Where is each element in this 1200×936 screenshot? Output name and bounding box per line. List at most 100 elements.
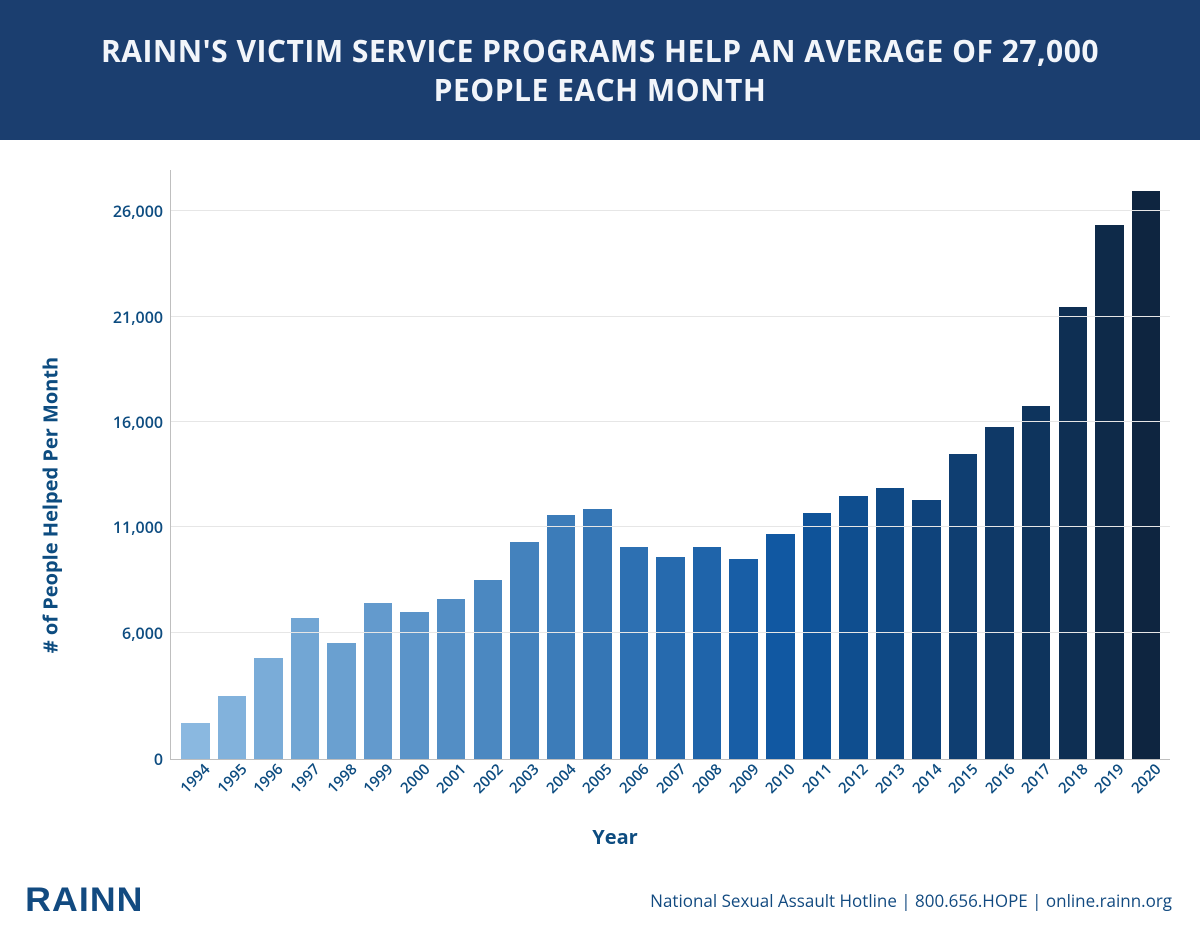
x-tick-label: 2015 <box>944 759 982 797</box>
bar-slot: 2020 <box>1128 170 1165 759</box>
bar <box>839 496 868 759</box>
y-axis-label: # of People Helped Per Month <box>37 357 64 653</box>
x-tick-label: 2004 <box>542 759 580 797</box>
x-tick-label: 1999 <box>359 759 397 797</box>
gridline <box>171 421 1170 422</box>
bar <box>912 500 941 759</box>
bar-slot: 2005 <box>579 170 616 759</box>
bar-slot: 2018 <box>1055 170 1092 759</box>
bar-slot: 2017 <box>1018 170 1055 759</box>
bar-slot: 2007 <box>652 170 689 759</box>
gridline <box>171 316 1170 317</box>
bar-slot: 1998 <box>323 170 360 759</box>
y-tick-label: 11,000 <box>113 516 163 538</box>
bar-slot: 2009 <box>725 170 762 759</box>
bar <box>693 547 722 759</box>
bar <box>766 534 795 759</box>
bar-slot: 2000 <box>396 170 433 759</box>
y-tick-label: 0 <box>154 748 163 770</box>
x-tick-label: 2017 <box>1017 759 1055 797</box>
footer: RAINN National Sexual Assault Hotline | … <box>0 872 1200 936</box>
chart-container: # of People Helped Per Month 19941995199… <box>60 170 1170 840</box>
bar <box>400 612 429 759</box>
x-tick-label: 2005 <box>578 759 616 797</box>
bar <box>327 643 356 759</box>
bar <box>656 557 685 759</box>
y-tick-label: 21,000 <box>113 306 163 328</box>
bar <box>364 603 393 759</box>
x-tick-label: 1995 <box>213 759 251 797</box>
bar <box>181 723 210 759</box>
x-tick-label: 2009 <box>725 759 763 797</box>
plot-area: 1994199519961997199819992000200120022003… <box>170 170 1170 760</box>
bar-slot: 2008 <box>689 170 726 759</box>
x-tick-label: 2008 <box>688 759 726 797</box>
x-tick-label: 1994 <box>176 759 214 797</box>
bar <box>1022 406 1051 759</box>
bar-slot: 2019 <box>1091 170 1128 759</box>
bar-slot: 2006 <box>616 170 653 759</box>
bar <box>1132 191 1161 759</box>
page-root: RAINN'S VICTIM SERVICE PROGRAMS HELP AN … <box>0 0 1200 936</box>
bar <box>474 580 503 759</box>
header-banner: RAINN'S VICTIM SERVICE PROGRAMS HELP AN … <box>0 0 1200 140</box>
x-tick-label: 1998 <box>323 759 361 797</box>
x-tick-label: 2006 <box>615 759 653 797</box>
bar <box>876 488 905 759</box>
x-tick-label: 2001 <box>432 759 470 797</box>
bar <box>218 696 247 759</box>
bar <box>437 599 466 759</box>
bar <box>510 542 539 759</box>
bar-slot: 1997 <box>287 170 324 759</box>
bar-slot: 2013 <box>872 170 909 759</box>
bar <box>985 427 1014 759</box>
x-tick-label: 2014 <box>908 759 946 797</box>
bar <box>949 454 978 759</box>
x-tick-label: 2020 <box>1127 759 1165 797</box>
bar-slot: 2015 <box>945 170 982 759</box>
y-tick-label: 6,000 <box>122 622 163 644</box>
x-tick-label: 2011 <box>798 759 836 797</box>
x-tick-label: 2012 <box>834 759 872 797</box>
bar <box>547 515 576 759</box>
x-tick-label: 2007 <box>652 759 690 797</box>
page-title: RAINN'S VICTIM SERVICE PROGRAMS HELP AN … <box>60 31 1140 109</box>
bar-slot: 2011 <box>799 170 836 759</box>
bar-slot: 2010 <box>762 170 799 759</box>
gridline <box>171 632 1170 633</box>
bar <box>291 618 320 759</box>
footer-tagline: National Sexual Assault Hotline | 800.65… <box>650 889 1172 912</box>
bar-slot: 2016 <box>981 170 1018 759</box>
x-tick-label: 1997 <box>286 759 324 797</box>
bar <box>254 658 283 759</box>
bar <box>1059 307 1088 759</box>
bar-slot: 1995 <box>214 170 251 759</box>
x-tick-label: 2000 <box>396 759 434 797</box>
x-tick-label: 2013 <box>871 759 909 797</box>
x-tick-label: 2016 <box>981 759 1019 797</box>
bar-slot: 2001 <box>433 170 470 759</box>
gridline <box>171 210 1170 211</box>
x-tick-label: 2019 <box>1090 759 1128 797</box>
bar <box>1095 225 1124 759</box>
bar-slot: 2004 <box>543 170 580 759</box>
x-axis-label: Year <box>592 823 637 850</box>
bar-slot: 1999 <box>360 170 397 759</box>
gridline <box>171 526 1170 527</box>
x-tick-label: 2010 <box>761 759 799 797</box>
bar-slot: 1996 <box>250 170 287 759</box>
bar <box>729 559 758 759</box>
x-tick-label: 2003 <box>505 759 543 797</box>
bars-group: 1994199519961997199819992000200120022003… <box>171 170 1170 759</box>
x-tick-label: 1996 <box>249 759 287 797</box>
bar-slot: 2012 <box>835 170 872 759</box>
bar-slot: 2002 <box>470 170 507 759</box>
y-tick-label: 26,000 <box>113 200 163 222</box>
bar-slot: 1994 <box>177 170 214 759</box>
rainn-logo: RAINN <box>25 881 143 920</box>
bar-slot: 2014 <box>908 170 945 759</box>
bar <box>583 509 612 759</box>
bar <box>803 513 832 759</box>
x-tick-label: 2018 <box>1054 759 1092 797</box>
x-tick-label: 2002 <box>469 759 507 797</box>
